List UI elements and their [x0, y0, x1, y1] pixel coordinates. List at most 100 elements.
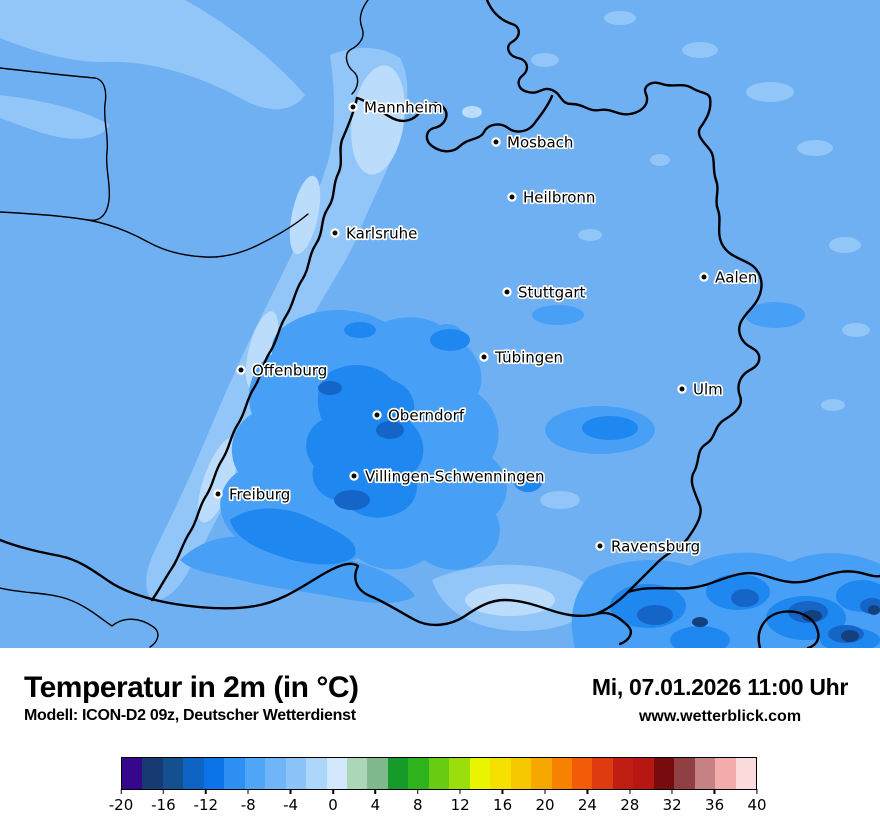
- colorbar-segment: [592, 758, 613, 789]
- tick-mark: [501, 789, 504, 794]
- map-svg: Mannheim Mosbach Heilbronn Karlsruhe Stuttga…: [0, 0, 880, 648]
- model-info: Modell: ICON-D2 09z, Deutscher Wetterdie…: [24, 707, 356, 724]
- city-label: Karlsruhe: [346, 225, 417, 243]
- city-label: Ulm: [693, 381, 723, 399]
- city-label: Ravensburg: [611, 538, 700, 556]
- colorbar-segment: [265, 758, 286, 789]
- city-dot: [236, 365, 246, 375]
- colorbar-segment: [367, 758, 388, 789]
- temperature-colorbar: [121, 757, 757, 790]
- city-dot: [348, 102, 358, 112]
- tick-label: 16: [493, 796, 513, 814]
- city-label: Heilbronn: [523, 189, 595, 207]
- colorbar-segment: [551, 758, 572, 789]
- colorbar-segment: [122, 758, 143, 789]
- city-marker: Aalen: [699, 267, 759, 288]
- tick-label: 12: [450, 796, 470, 814]
- colorbar-segment: [694, 758, 716, 789]
- terrain-milder-patches: [197, 65, 555, 616]
- colorbar-tick: 4: [370, 789, 381, 814]
- city-dot: [507, 192, 517, 202]
- city-dot: [502, 287, 512, 297]
- city-dot: [699, 272, 709, 282]
- colorbar-segment: [408, 758, 429, 789]
- city-label: Villingen-Schwenningen: [365, 468, 545, 486]
- tick-mark: [162, 789, 165, 794]
- city-marker: Heilbronn: [507, 187, 597, 208]
- website-url: www.wetterblick.com: [638, 708, 802, 725]
- colorbar-tick-labels: -20 -16 -12 -8 -4 0 4 8 12 16 20 24 28 32 36 40: [109, 789, 767, 819]
- tick-label: 8: [413, 796, 423, 814]
- city-marker: Tübingen: [479, 347, 565, 368]
- city-marker: Freiburg: [213, 484, 292, 505]
- temperature-map: Mannheim Mosbach Heilbronn Karlsruhe Stuttga…: [0, 0, 880, 648]
- colorbar-tick: 24: [578, 789, 597, 814]
- colorbar-segment: [285, 758, 307, 789]
- city-marker: Mannheim: [348, 97, 444, 118]
- city-dot: [330, 228, 340, 238]
- city-dot: [491, 137, 501, 147]
- city-dot: [595, 541, 605, 551]
- tick-mark: [247, 789, 249, 794]
- colorbar-tick: 32: [663, 789, 682, 814]
- city-dot: [479, 352, 489, 362]
- terrain-coldest-patches: [692, 605, 880, 642]
- tick-mark: [332, 789, 334, 794]
- tick-mark: [205, 789, 207, 794]
- city-label: Aalen: [715, 269, 757, 287]
- colorbar-tick: 16: [493, 789, 512, 814]
- tick-mark: [756, 789, 758, 794]
- city-markers: Mannheim Mosbach Heilbronn Karlsruhe Stuttga…: [213, 97, 759, 557]
- tick-label: 24: [577, 796, 597, 814]
- tick-mark: [586, 789, 589, 794]
- tick-mark: [671, 789, 673, 794]
- colorbar-tick: 12: [451, 789, 470, 814]
- map-borders: [0, 0, 880, 648]
- city-marker: Ulm: [677, 379, 724, 400]
- colorbar-tick: 20: [535, 789, 555, 814]
- city-dot: [372, 410, 382, 420]
- map-title: Temperatur in 2m (in °C): [24, 671, 359, 704]
- tick-label: 40: [747, 796, 767, 814]
- colorbar-segment: [715, 758, 736, 789]
- tick-label: -20: [108, 796, 134, 814]
- tick-label: 4: [370, 796, 381, 814]
- colorbar-tick: 36: [705, 789, 724, 814]
- city-label: Stuttgart: [518, 284, 586, 302]
- colorbar-tick: -20: [108, 789, 134, 814]
- tick-mark: [374, 789, 377, 794]
- tick-label: 32: [662, 796, 682, 814]
- city-label: Mannheim: [364, 99, 443, 117]
- city-label: Tübingen: [494, 349, 563, 367]
- colorbar-tick: -8: [241, 789, 256, 814]
- city-label: Freiburg: [229, 486, 290, 504]
- colorbar-segment: [428, 758, 450, 789]
- colorbar-segment: [306, 758, 327, 789]
- colorbar-tick: -4: [283, 789, 298, 814]
- colorbar-segment: [224, 758, 245, 789]
- colorbar-tick: -12: [194, 789, 218, 814]
- tick-mark: [459, 789, 461, 794]
- colorbar-segment: [162, 758, 184, 789]
- colorbar-segment: [571, 758, 593, 789]
- tick-mark: [417, 789, 419, 794]
- city-marker: Mosbach: [491, 132, 575, 153]
- colorbar-tick: 8: [413, 789, 423, 814]
- tick-label: -16: [151, 796, 176, 814]
- colorbar-tick: 28: [620, 789, 639, 814]
- colorbar-segment: [244, 758, 266, 789]
- colorbar-tick: 40: [747, 789, 767, 814]
- tick-mark: [629, 789, 631, 794]
- city-marker: Karlsruhe: [330, 223, 419, 244]
- city-dot: [213, 489, 223, 499]
- tick-mark: [713, 789, 716, 794]
- colorbar-segment: [531, 758, 552, 789]
- city-label: Mosbach: [507, 134, 573, 152]
- city-dot: [349, 471, 359, 481]
- colorbar-segment: [326, 758, 347, 789]
- tick-mark: [544, 789, 546, 794]
- colorbar-segment: [653, 758, 675, 789]
- city-label: Offenburg: [252, 362, 327, 380]
- tick-label: -8: [240, 796, 256, 814]
